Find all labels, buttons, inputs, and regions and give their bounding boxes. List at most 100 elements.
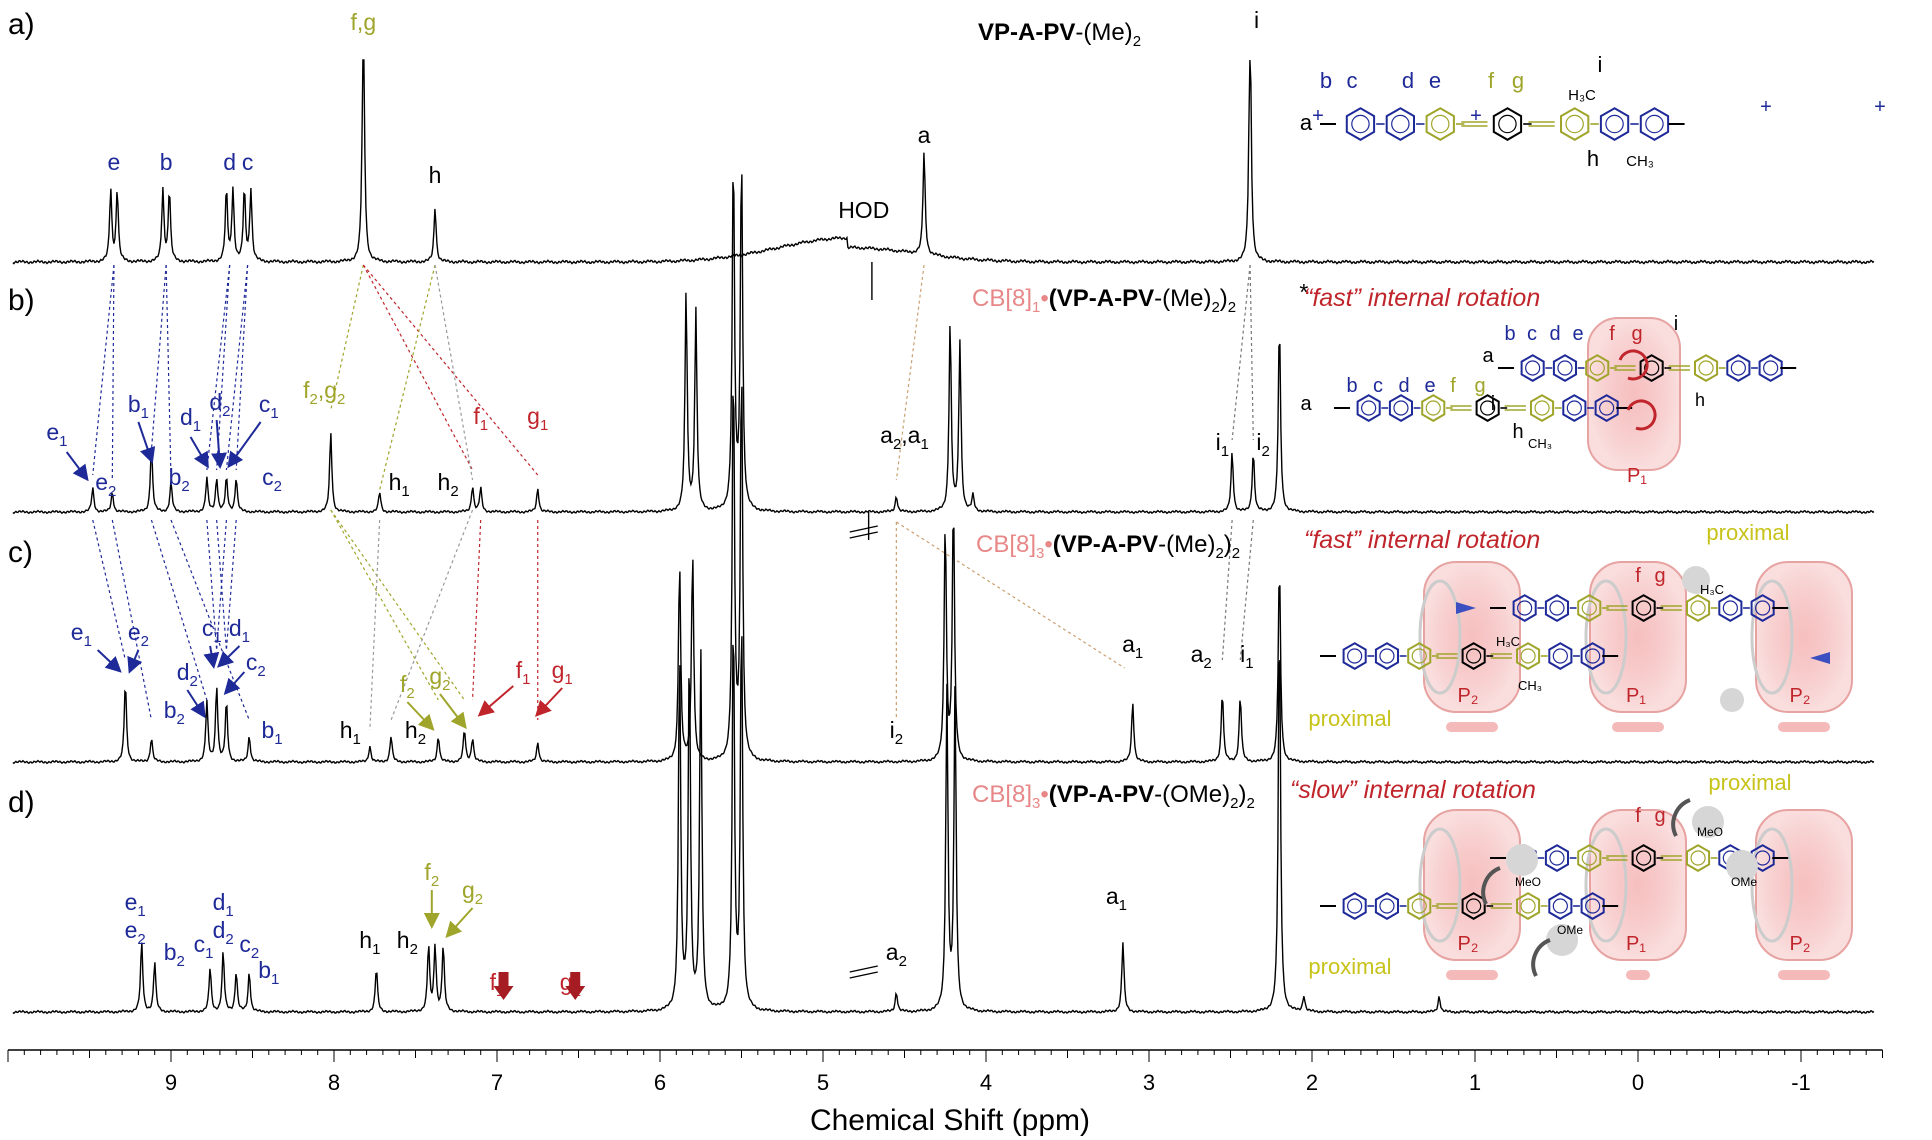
peak-label: g2 bbox=[462, 877, 483, 908]
peak-label: d bbox=[223, 149, 236, 175]
peak-label: e1 bbox=[46, 419, 67, 450]
ring-inner bbox=[1636, 850, 1652, 866]
correlation-line bbox=[330, 509, 465, 701]
correlation-line bbox=[92, 264, 115, 476]
ring-py bbox=[1356, 394, 1381, 422]
shuttle-arrow bbox=[1446, 970, 1498, 980]
shuttle-arrow bbox=[1778, 722, 1830, 732]
panel-c-annotation: “fast” internal rotation bbox=[1304, 526, 1540, 554]
panel-b-annotation: “fast” internal rotation bbox=[1304, 284, 1540, 312]
ring-ph bbox=[1560, 107, 1590, 141]
correlation-line bbox=[369, 519, 381, 731]
ring-ph bbox=[1585, 354, 1610, 382]
peak-label: c bbox=[242, 149, 254, 175]
ring-py bbox=[1758, 354, 1783, 382]
peak-label: f1 bbox=[516, 657, 531, 688]
cb8-ring bbox=[1423, 809, 1521, 961]
peak-label: a2,a1 bbox=[880, 422, 929, 453]
ring-ar bbox=[1639, 354, 1664, 382]
peak-label: b2 bbox=[164, 939, 185, 970]
peak-label: a1 bbox=[1106, 883, 1127, 914]
peak-label: d2 bbox=[177, 659, 198, 690]
ring-ph bbox=[1686, 844, 1711, 872]
x-tick-label: 7 bbox=[491, 1070, 503, 1095]
ring-ph bbox=[1686, 594, 1711, 622]
ring-inner bbox=[1480, 400, 1496, 416]
peak-label: a2 bbox=[1191, 641, 1212, 672]
structure-text: f bbox=[1488, 68, 1495, 93]
peak-label-arrow bbox=[217, 645, 241, 668]
structure-text: a bbox=[1300, 393, 1312, 415]
correlation-line bbox=[235, 264, 249, 471]
steric-arc bbox=[1481, 866, 1501, 905]
ring-ar bbox=[1475, 394, 1500, 422]
structure-text: CH₃ bbox=[1528, 436, 1552, 451]
structure-d: P₂ P₁ P₂ f g MeO OMe MeO OMe proximal proximal bbox=[1308, 770, 1853, 980]
cb8-ring bbox=[1589, 561, 1687, 713]
ring-ph bbox=[1577, 844, 1602, 872]
cb8-portal bbox=[1584, 827, 1628, 943]
ring-inner bbox=[1585, 898, 1601, 914]
peak-label: e2 bbox=[125, 917, 146, 948]
cb8-ring bbox=[1755, 809, 1853, 961]
x-tick-label: -1 bbox=[1791, 1070, 1811, 1095]
structure-text: f bbox=[1635, 805, 1641, 827]
peak-label-arrow bbox=[203, 645, 220, 669]
structure-text: MeO bbox=[1515, 875, 1541, 889]
peak-label: h2 bbox=[405, 717, 426, 748]
ring-inner bbox=[1393, 400, 1409, 416]
cb8-ring-p1 bbox=[1587, 317, 1681, 471]
red-down-arrow bbox=[565, 972, 586, 1000]
ring-inner bbox=[1565, 114, 1584, 134]
methyl-shadow bbox=[1720, 688, 1744, 712]
peak-label: a2 bbox=[886, 939, 907, 970]
structure-text: P₁ bbox=[1626, 933, 1646, 955]
ring-inner bbox=[1379, 898, 1395, 914]
ring-inner bbox=[1391, 114, 1410, 134]
peak-label: b1 bbox=[258, 957, 279, 988]
structure-text: b bbox=[1346, 375, 1357, 397]
ring-py bbox=[1512, 594, 1537, 622]
panel-d-annotation: “slow” internal rotation bbox=[1290, 776, 1536, 804]
correlation-line bbox=[1231, 264, 1251, 441]
structure-text: c bbox=[1347, 68, 1358, 93]
peak-label-arrow bbox=[535, 687, 563, 717]
correlation-line bbox=[1249, 264, 1254, 441]
peak-label-arrow bbox=[189, 436, 209, 469]
correlation-line bbox=[111, 264, 115, 479]
cb8-ring bbox=[1589, 809, 1687, 961]
peak-label: b1 bbox=[261, 717, 282, 748]
ring-py bbox=[1639, 107, 1670, 141]
peak-label: b1 bbox=[128, 391, 149, 422]
correlation-line bbox=[111, 519, 153, 721]
peak-label: c2 bbox=[246, 649, 266, 680]
structure-text: + bbox=[1312, 105, 1324, 127]
proximal-label: proximal bbox=[1706, 520, 1789, 545]
ring-ar bbox=[1461, 642, 1486, 670]
panel-a-label: a) bbox=[8, 8, 35, 41]
x-tick-label: 4 bbox=[980, 1070, 992, 1095]
structure-text: CH₃ bbox=[1626, 153, 1654, 170]
correlation-line bbox=[471, 519, 482, 701]
x-axis-title: Chemical Shift (ppm) bbox=[810, 1104, 1090, 1137]
cb8-portal bbox=[1418, 579, 1462, 695]
ring-inner bbox=[1347, 898, 1363, 914]
structure-text: g bbox=[1631, 323, 1642, 345]
proximal-label: proximal bbox=[1308, 706, 1391, 731]
correlation-line bbox=[1221, 519, 1233, 661]
methoxy-shadow bbox=[1506, 844, 1538, 876]
structure-text: f bbox=[1450, 375, 1456, 397]
correlation-line bbox=[216, 264, 231, 471]
structure-text: a bbox=[1482, 345, 1494, 367]
peak-label: b2 bbox=[169, 464, 190, 495]
steric-arc bbox=[1531, 938, 1551, 977]
spectrum-c bbox=[12, 386, 1875, 765]
structure-text: P₂ bbox=[1457, 685, 1478, 707]
peak-label: c1 bbox=[194, 931, 214, 962]
correlation-lines bbox=[92, 264, 1254, 731]
peak-label-arrow bbox=[227, 421, 262, 469]
cb8-portal bbox=[1750, 827, 1794, 943]
